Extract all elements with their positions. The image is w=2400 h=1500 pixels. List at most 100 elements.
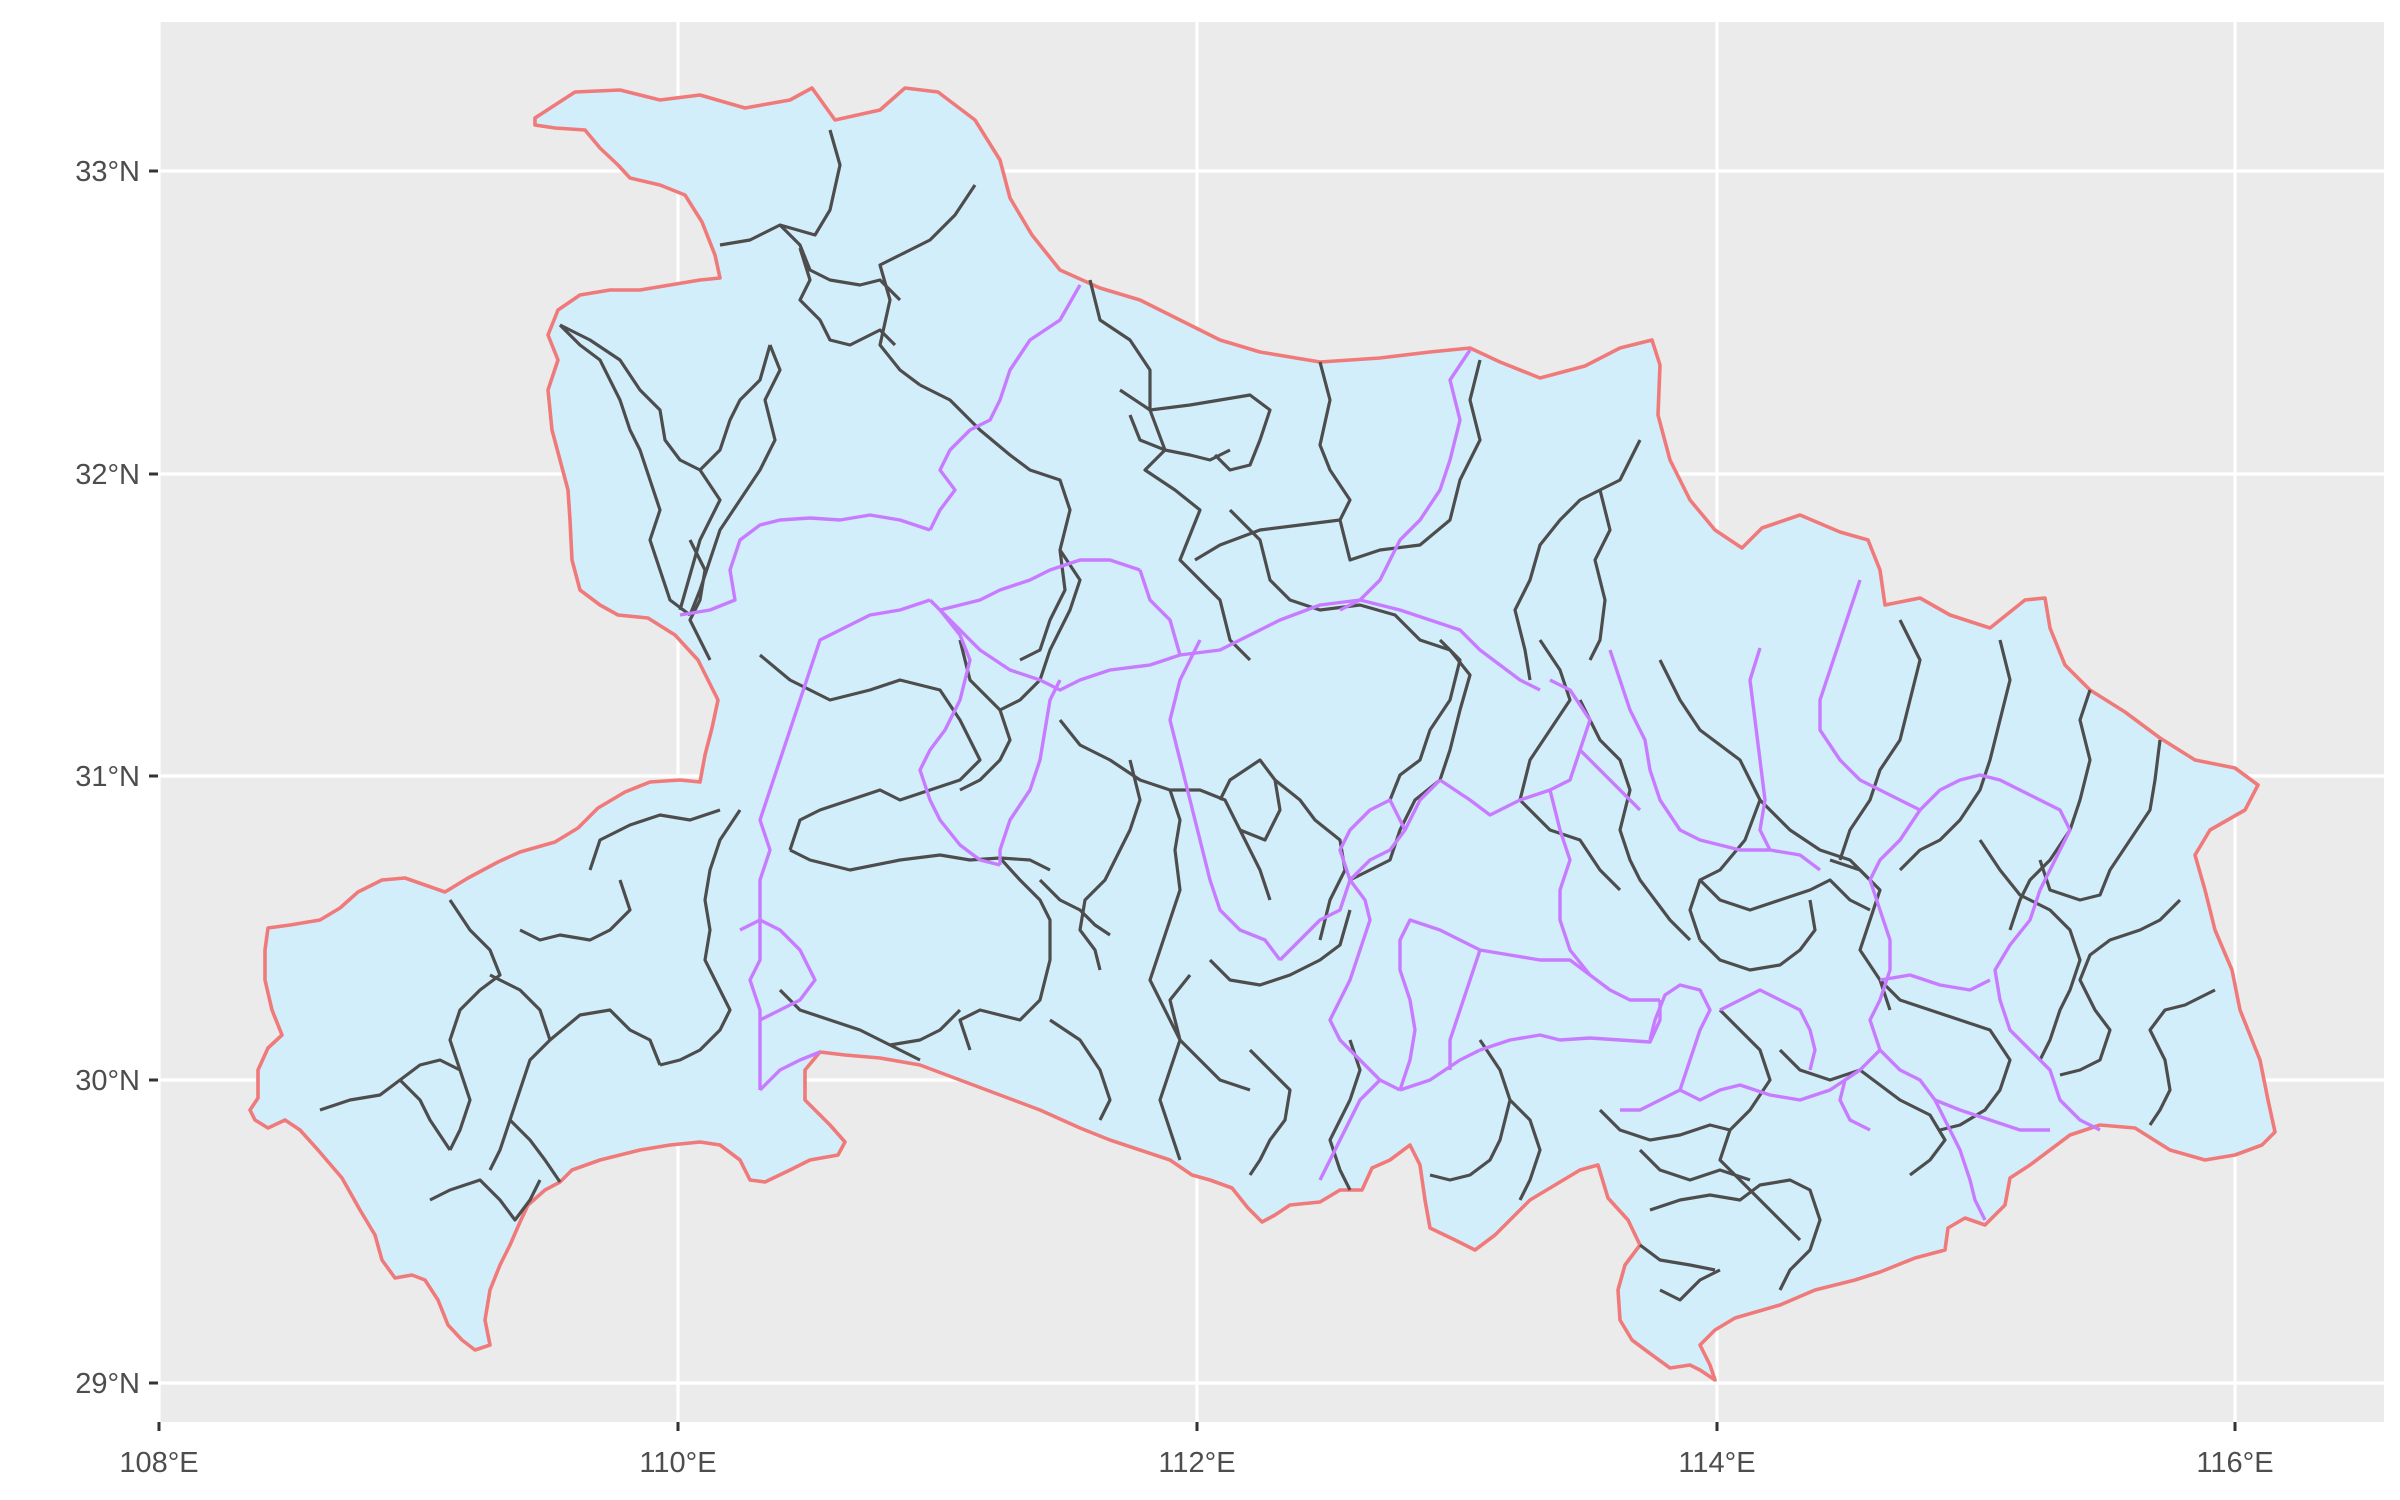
prefecture-boundary	[1359, 598, 1541, 692]
county-boundary	[958, 856, 1052, 1051]
prefecture-boundary	[1918, 773, 2072, 891]
y-tick-label-31: 31°N	[75, 761, 140, 793]
county-boundary	[1588, 489, 1612, 661]
prefecture-boundary	[1398, 918, 1592, 1091]
county-boundary	[1148, 789, 1251, 1092]
prefecture-boundary	[1818, 579, 1921, 812]
county-boundary	[1778, 1048, 1947, 1177]
prefecture-boundary	[928, 284, 1082, 531]
county-boundary	[1248, 1048, 1292, 1176]
county-boundary	[1598, 1108, 1731, 1142]
county-boundary	[1578, 699, 1692, 942]
county-boundaries	[319, 129, 2216, 1302]
county-boundary	[758, 653, 982, 851]
prefecture-boundary	[1993, 889, 2101, 1132]
county-boundary	[789, 848, 1051, 872]
county-boundary	[778, 223, 902, 302]
county-boundary	[878, 184, 977, 387]
county-boundary	[1758, 798, 1872, 882]
tick-labels: 108°E 110°E 112°E 114°E 116°E 29°N 30°N …	[75, 156, 2273, 1479]
prefecture-boundaries	[679, 284, 2101, 1221]
county-boundary	[1698, 899, 1817, 972]
county-boundary	[398, 1078, 452, 1151]
county-boundary	[588, 808, 721, 871]
county-boundary	[1328, 1039, 1362, 1191]
prefecture-boundary	[1479, 1000, 1662, 1052]
y-tick-label-33: 33°N	[75, 156, 140, 188]
county-boundary	[519, 879, 632, 942]
county-boundary	[1658, 659, 1762, 941]
county-boundary	[1638, 1148, 1751, 1182]
prefecture-boundary	[739, 918, 817, 1022]
county-boundary	[558, 323, 691, 617]
county-boundary	[1513, 439, 1642, 681]
prefecture-boundary	[1318, 1078, 1382, 1181]
county-boundary	[959, 549, 1082, 792]
prefecture-boundary	[939, 558, 1141, 612]
x-tick-label-108: 108°E	[119, 1447, 198, 1479]
county-boundary	[1898, 639, 2012, 872]
prefecture-boundary	[1620, 1068, 1861, 1112]
county-boundary	[1338, 359, 1482, 562]
county-boundary	[698, 344, 772, 472]
prefecture-boundary	[1339, 349, 1472, 612]
county-boundary	[1429, 1039, 1512, 1182]
county-boundary	[1208, 909, 1352, 987]
prefecture-boundary	[1868, 909, 1987, 1221]
prefecture-boundary	[918, 608, 1001, 867]
county-boundary	[1508, 1098, 1542, 1201]
county-boundary	[688, 539, 712, 661]
prefecture-boundary	[1648, 983, 1712, 1091]
prefecture-boundary	[1608, 649, 1721, 847]
county-boundary	[659, 809, 742, 1067]
prefecture-boundary	[1328, 878, 1401, 1092]
county-boundary	[1698, 878, 1871, 912]
y-tick-label-32: 32°N	[75, 459, 140, 491]
prefecture-boundary	[1934, 1098, 2050, 1132]
prefecture-boundary	[679, 513, 931, 617]
x-tick-label-110: 110°E	[639, 1447, 716, 1479]
prefecture-boundary	[758, 1050, 821, 1092]
county-boundary	[2059, 898, 2182, 1077]
county-boundary	[958, 639, 1002, 712]
county-boundary	[778, 988, 921, 1062]
county-boundary	[1978, 839, 2082, 1061]
prefecture-boundary	[1548, 789, 1660, 1002]
prefecture-boundary	[748, 598, 931, 1090]
county-boundary	[1274, 778, 1347, 941]
prefecture-boundary	[1879, 973, 1991, 992]
county-boundary	[1838, 619, 1922, 861]
county-boundary	[548, 1008, 662, 1066]
county-boundary	[2148, 988, 2216, 1126]
county-boundary	[1049, 1018, 1112, 1121]
x-tick-label-116: 116°E	[2196, 1447, 2273, 1479]
county-boundary	[559, 323, 722, 611]
prefecture-boundary	[1868, 809, 1922, 911]
y-tick-label-29: 29°N	[75, 1368, 140, 1400]
county-boundary	[1388, 638, 1462, 801]
prefecture-boundary	[1338, 798, 1407, 881]
county-boundary	[1088, 279, 1252, 662]
prefecture-boundary	[928, 598, 1361, 692]
county-boundary	[1158, 974, 1192, 1161]
county-boundary	[1659, 1268, 1721, 1302]
county-boundary	[1878, 978, 2012, 1132]
county-boundary	[889, 1008, 962, 1047]
county-boundary	[1194, 361, 1352, 562]
axis-ticks	[149, 169, 2237, 1431]
prefecture-boundary	[1439, 678, 1592, 817]
county-boundary	[448, 899, 502, 1151]
prefecture-boundary	[1838, 1048, 1882, 1132]
county-boundary	[1639, 1243, 1716, 1272]
y-tick-label-30: 30°N	[75, 1065, 140, 1097]
county-boundary	[719, 129, 842, 247]
county-boundary	[1058, 719, 1272, 901]
county-boundary	[1078, 759, 1142, 971]
county-boundary	[1038, 878, 1111, 937]
county-boundary	[2038, 739, 2162, 902]
prefecture-boundary	[1278, 778, 1442, 962]
x-tick-label-114: 114°E	[1678, 1447, 1755, 1479]
county-boundary	[488, 973, 552, 1171]
county-boundary	[798, 247, 897, 347]
prefecture-boundary	[1448, 949, 1482, 1070]
